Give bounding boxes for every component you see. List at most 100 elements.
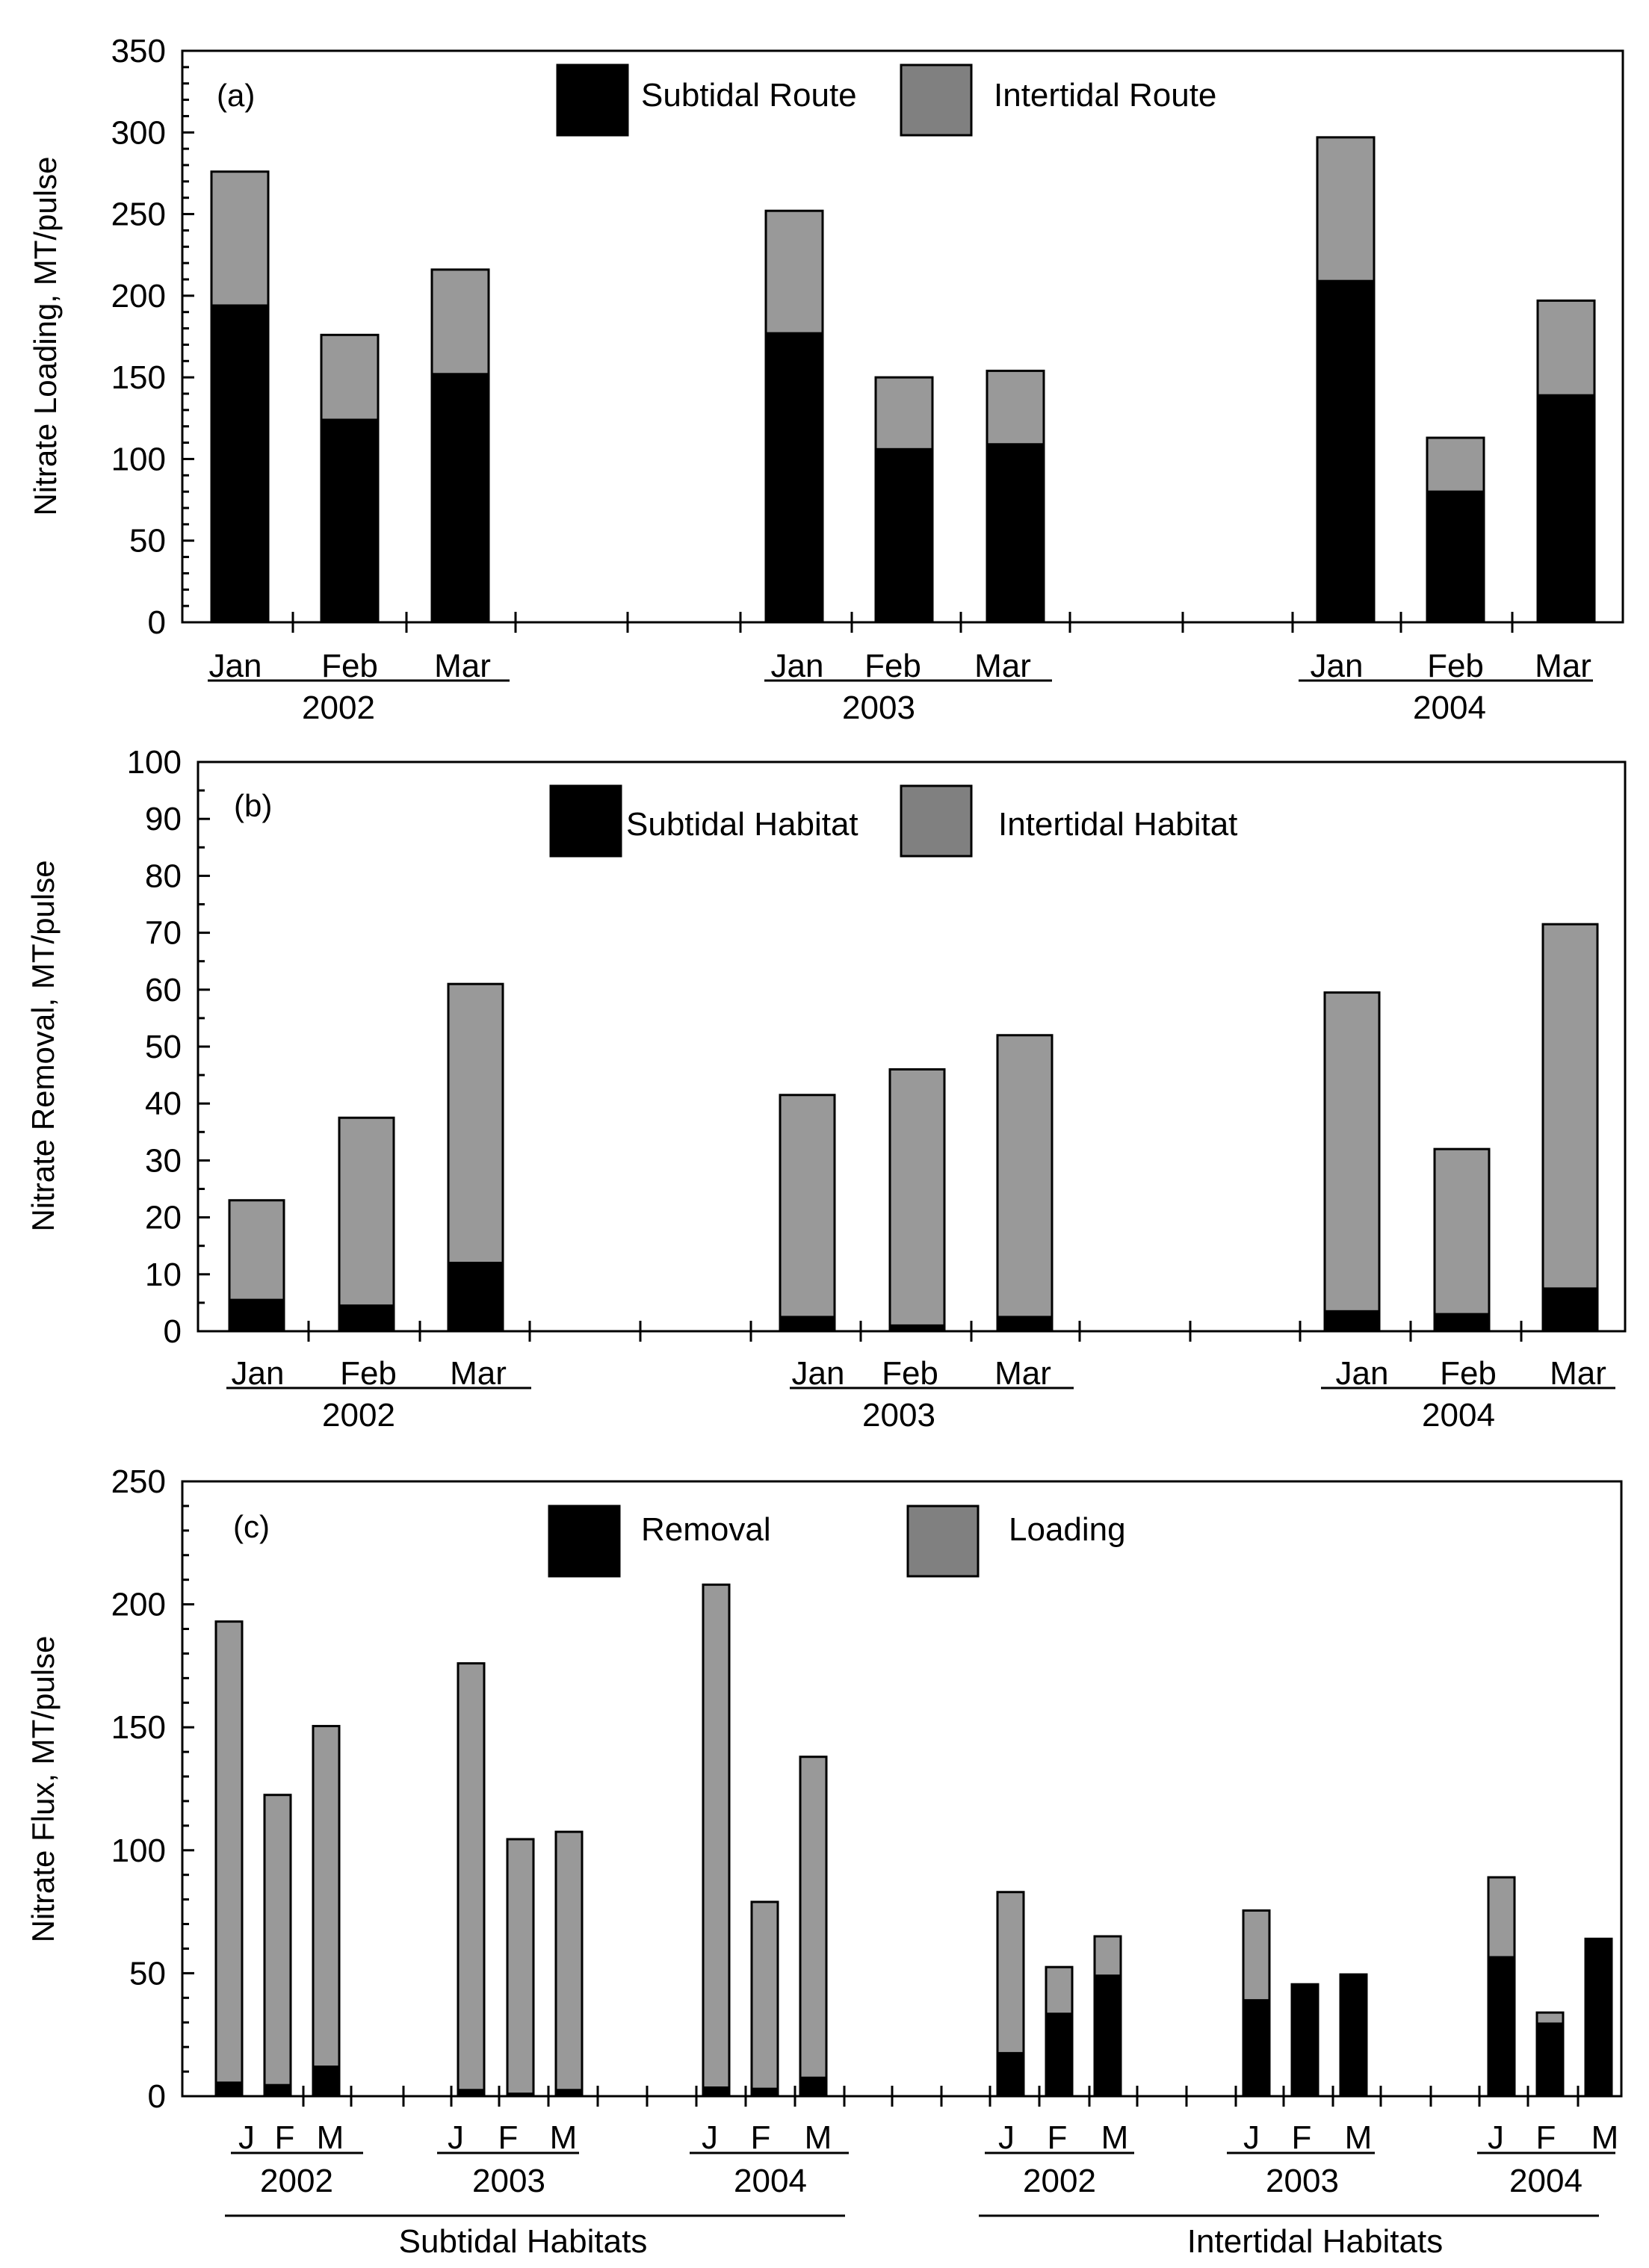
x-month-label: Mar — [974, 648, 1031, 684]
y-tick-label: 200 — [111, 278, 166, 315]
bar-loading-m-2004-subtidal — [799, 1756, 828, 2079]
bar-intertidal-route-feb-2002 — [320, 333, 380, 421]
y-tick-label: 80 — [145, 858, 182, 894]
y-tick-label: 150 — [111, 1709, 166, 1746]
x-month-label: J — [998, 2119, 1015, 2156]
panel-b-y-axis: 0 10 20 30 40 50 60 70 80 90 100 — [127, 744, 210, 1350]
x-month-label: Jan — [771, 648, 824, 684]
bar-intertidal-habitat-jan-2003 — [779, 1094, 836, 1319]
bar-loading-f-2004-intertidal — [1535, 2011, 1565, 2025]
bar-subtidal-habitat-mar-2003 — [996, 1316, 1054, 1333]
bar-loading-f-2004-subtidal — [750, 1900, 779, 2090]
x-month-label: M — [1101, 2119, 1129, 2156]
panel-b-label: (b) — [234, 788, 272, 823]
panel-a-y-axis-label: Nitrate Loading, MT/pulse — [28, 157, 63, 516]
bar-loading-m-2002-subtidal — [312, 1725, 341, 2068]
bar-removal-j-2002-subtidal — [214, 2081, 244, 2098]
year-label: 2004 — [734, 2163, 807, 2199]
x-month-label: Jan — [1311, 648, 1364, 684]
bar-removal-f-2004-intertidal — [1535, 2022, 1565, 2098]
y-tick-label: 60 — [145, 972, 182, 1008]
year-label: 2002 — [260, 2163, 333, 2199]
year-label: 2002 — [1023, 2163, 1096, 2199]
y-tick-label: 200 — [111, 1587, 166, 1623]
panel-c-legend: Removal Loading — [548, 1505, 1126, 1578]
bar-loading-j-2002-subtidal — [214, 1620, 244, 2084]
bar-removal-m-2003-intertidal — [1339, 1973, 1368, 2098]
bar-loading-j-2004-intertidal — [1487, 1876, 1516, 1959]
bar-intertidal-habitat-feb-2004 — [1433, 1147, 1491, 1316]
x-month-label: Mar — [1550, 1355, 1606, 1392]
x-month-label: Feb — [321, 648, 378, 684]
panel-a-nitrate-loading: (a) Nitrate Loading, MT/pulse Subtidal R… — [28, 33, 1624, 726]
bar-loading-j-2003-subtidal — [457, 1662, 486, 2092]
x-month-label: Jan — [792, 1355, 845, 1392]
legend-label-intertidal-habitat: Intertidal Habitat — [998, 806, 1237, 843]
year-label: 2003 — [1266, 2163, 1339, 2199]
x-month-label: J — [238, 2119, 255, 2156]
year-label: 2004 — [1413, 690, 1486, 726]
y-tick-label: 150 — [111, 359, 166, 396]
y-tick-label: 90 — [145, 801, 182, 837]
x-month-label: F — [751, 2119, 771, 2156]
bar-subtidal-route-mar-2004 — [1536, 394, 1596, 624]
y-tick-label: 20 — [145, 1200, 182, 1236]
bar-intertidal-habitat-jan-2004 — [1323, 991, 1381, 1313]
year-label: 2003 — [472, 2163, 545, 2199]
legend-swatch-loading — [906, 1505, 980, 1578]
bar-loading-f-2002-intertidal — [1045, 1965, 1074, 2016]
x-month-label: M — [805, 2119, 832, 2156]
bar-loading-j-2002-intertidal — [996, 1891, 1025, 2054]
panel-b-y-axis-label: Nitrate Removal, MT/pulse — [25, 860, 61, 1231]
y-tick-label: 350 — [111, 33, 166, 69]
bar-intertidal-route-feb-2003 — [874, 376, 934, 450]
y-tick-label: 300 — [111, 114, 166, 151]
panel-b-bars — [228, 923, 1599, 1333]
y-tick-label: 100 — [127, 744, 182, 781]
bar-removal-j-2002-intertidal — [996, 2051, 1025, 2098]
y-tick-label: 70 — [145, 915, 182, 952]
bar-intertidal-route-jan-2003 — [764, 209, 824, 335]
bar-removal-j-2004-subtidal — [702, 2086, 731, 2098]
y-tick-label: 30 — [145, 1142, 182, 1179]
bar-intertidal-habitat-mar-2002 — [447, 982, 504, 1265]
bar-intertidal-habitat-feb-2002 — [338, 1116, 395, 1307]
y-tick-label: 10 — [145, 1257, 182, 1293]
habitat-label: Subtidal Habitats — [399, 2223, 648, 2260]
x-month-label: F — [1048, 2119, 1068, 2156]
bar-loading-j-2004-subtidal — [702, 1583, 731, 2089]
bar-removal-j-2004-intertidal — [1487, 1956, 1516, 2098]
bar-removal-m-2002-subtidal — [312, 2065, 341, 2098]
bar-removal-m-2004-intertidal — [1584, 1937, 1613, 2098]
x-month-label: J — [702, 2119, 718, 2156]
bar-intertidal-habitat-jan-2002 — [228, 1199, 285, 1301]
bar-removal-f-2003-intertidal — [1290, 1983, 1319, 2098]
y-tick-label: 100 — [111, 441, 166, 477]
panel-b-legend: Subtidal Habitat Intertidal Habitat — [549, 784, 1237, 858]
panel-a-label: (a) — [217, 78, 255, 113]
x-month-label: J — [1243, 2119, 1260, 2156]
legend-label-loading: Loading — [1009, 1511, 1126, 1548]
year-label: 2003 — [862, 1397, 935, 1434]
bar-loading-f-2003-subtidal — [506, 1838, 535, 2095]
x-month-label: Feb — [864, 648, 921, 684]
panel-c-plot-frame — [181, 1480, 1623, 2098]
bar-removal-f-2002-intertidal — [1045, 2013, 1074, 2098]
y-tick-label: 50 — [129, 1955, 166, 1992]
x-month-label: F — [498, 2119, 519, 2156]
x-month-label: Jan — [1336, 1355, 1389, 1392]
bar-removal-f-2002-subtidal — [263, 2083, 292, 2098]
bar-subtidal-route-feb-2004 — [1426, 490, 1485, 624]
panel-a-x-axis: Jan Feb Mar Jan Feb Mar Jan Feb Mar 2002 2003 2004 — [208, 612, 1593, 726]
x-month-label: Jan — [232, 1355, 285, 1392]
bar-intertidal-route-mar-2003 — [986, 369, 1045, 446]
bar-loading-f-2002-subtidal — [263, 1794, 292, 2086]
bar-intertidal-route-feb-2004 — [1426, 436, 1485, 493]
bar-removal-m-2002-intertidal — [1093, 1974, 1122, 2098]
panel-c-bars — [214, 1583, 1613, 2098]
bar-intertidal-route-mar-2004 — [1536, 299, 1596, 397]
panel-a-legend: Subtidal Route Intertidal Route — [556, 63, 1216, 137]
bar-intertidal-habitat-feb-2003 — [888, 1068, 946, 1327]
year-label: 2004 — [1509, 2163, 1583, 2199]
bar-intertidal-route-mar-2002 — [430, 268, 490, 376]
